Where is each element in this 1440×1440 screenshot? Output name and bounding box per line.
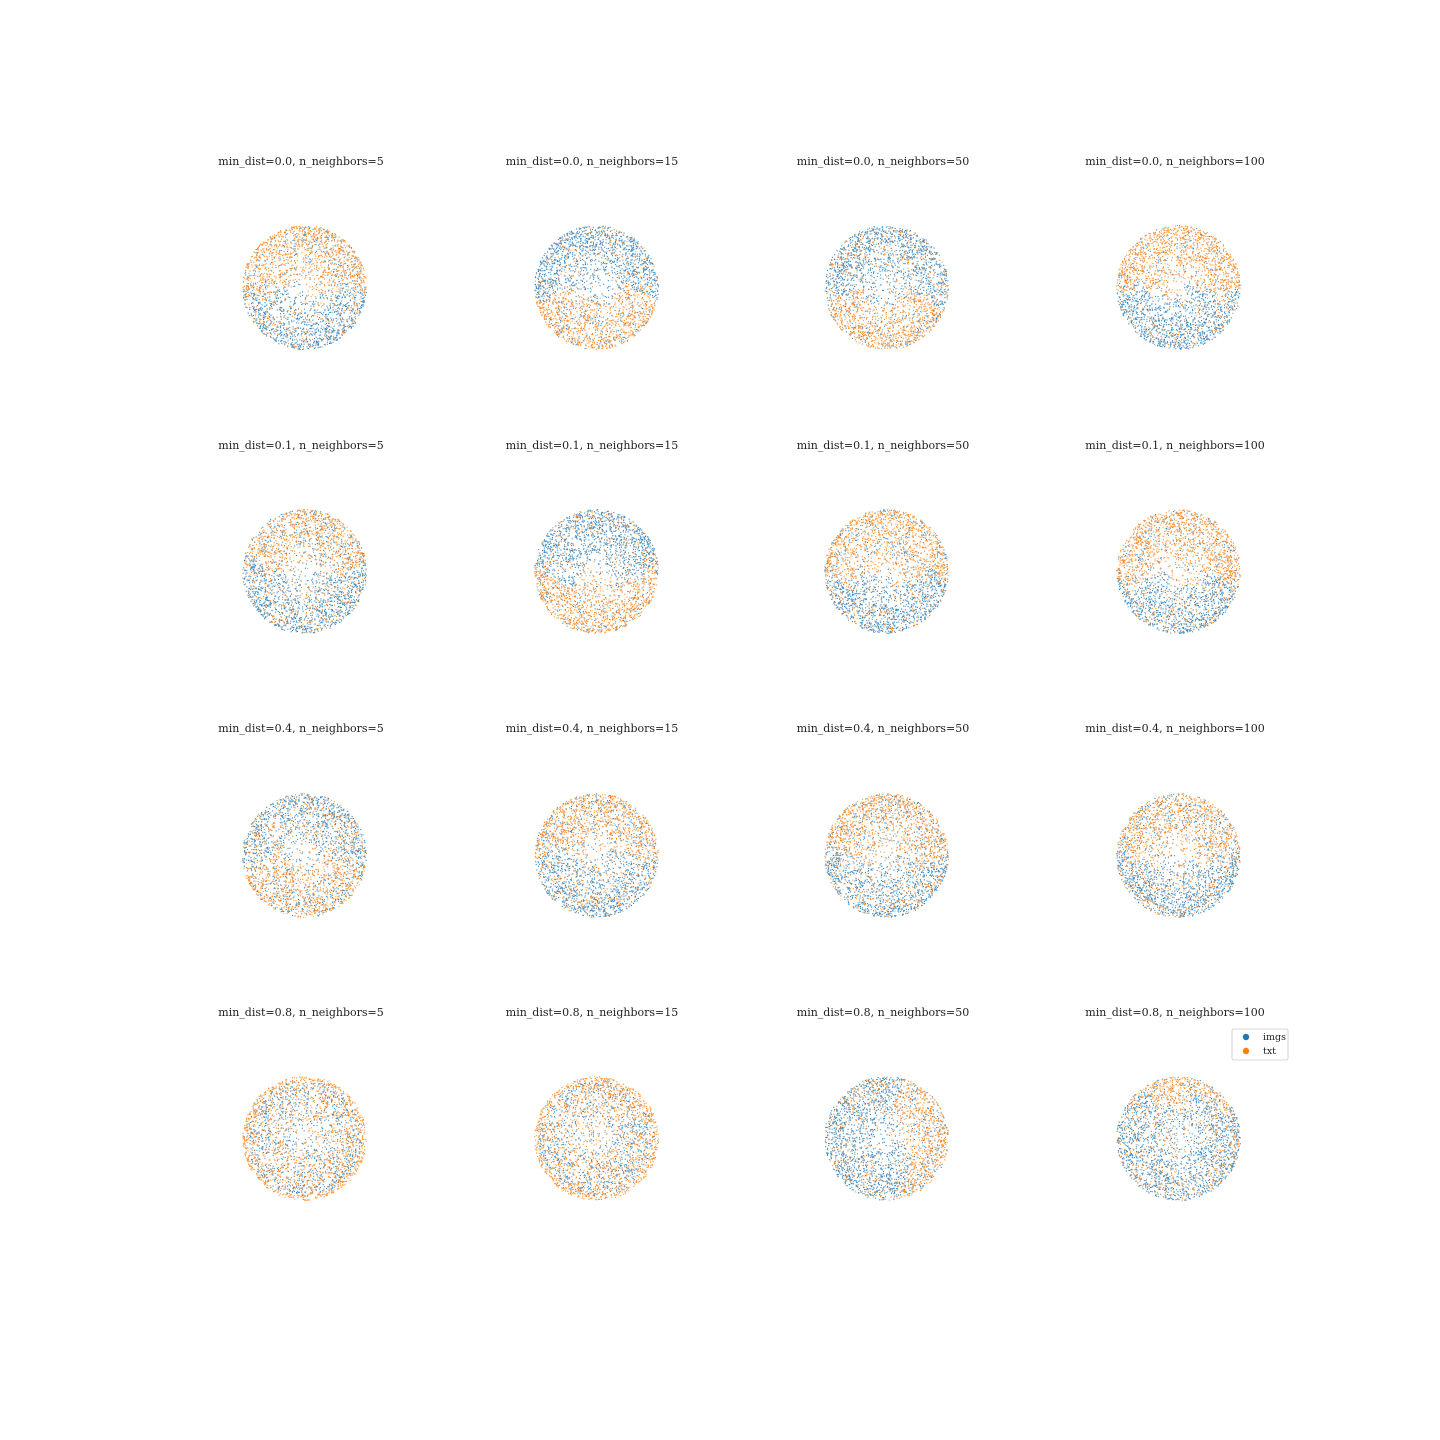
subplot-title: min_dist=0.8, n_neighbors=100 (1085, 1006, 1264, 1019)
scatter-points-txt (824, 1078, 949, 1201)
subplot-13: min_dist=0.8, n_neighbors=5 (218, 1006, 384, 1201)
subplot-15: min_dist=0.8, n_neighbors=50 (797, 1006, 969, 1201)
scatter-points-imgs (1116, 793, 1241, 918)
subplot-title: min_dist=0.4, n_neighbors=50 (797, 722, 969, 735)
scatter-points-txt (824, 509, 949, 634)
subplot-title: min_dist=0.0, n_neighbors=100 (1085, 155, 1264, 168)
scatter-points-txt (1116, 793, 1241, 918)
subplot-4: min_dist=0.0, n_neighbors=100 (1085, 155, 1265, 350)
subplot-6: min_dist=0.1, n_neighbors=15 (506, 439, 678, 634)
subplot-title: min_dist=0.4, n_neighbors=15 (506, 722, 678, 735)
scatter-points-imgs (242, 793, 367, 917)
scatter-points-txt (242, 509, 367, 634)
legend-txt-marker (1242, 1047, 1250, 1055)
subplot-title: min_dist=0.1, n_neighbors=15 (506, 439, 678, 452)
subplot-title: min_dist=0.4, n_neighbors=100 (1085, 722, 1264, 735)
subplot-8: min_dist=0.1, n_neighbors=100 (1085, 439, 1265, 634)
subplot-title: min_dist=0.0, n_neighbors=5 (218, 155, 383, 168)
scatter-points-txt (242, 225, 367, 350)
subplot-12: min_dist=0.4, n_neighbors=100 (1085, 722, 1265, 918)
scatter-points-txt (1116, 1076, 1241, 1201)
subplot-title: min_dist=0.1, n_neighbors=50 (797, 439, 969, 452)
subplot-10: min_dist=0.4, n_neighbors=15 (506, 722, 678, 918)
legend-imgs-marker (1242, 1033, 1250, 1041)
subplot-14: min_dist=0.8, n_neighbors=15 (506, 1006, 678, 1201)
scatter-points-imgs (824, 226, 949, 348)
subplot-title: min_dist=0.8, n_neighbors=15 (506, 1006, 678, 1019)
subplot-title: min_dist=0.8, n_neighbors=5 (218, 1006, 383, 1019)
subplot-title: min_dist=0.1, n_neighbors=5 (218, 439, 383, 452)
subplot-5: min_dist=0.1, n_neighbors=5 (218, 439, 384, 634)
scatter-points-imgs (535, 793, 658, 918)
subplot-1: min_dist=0.0, n_neighbors=5 (218, 155, 384, 351)
subplot-title: min_dist=0.0, n_neighbors=50 (797, 155, 969, 168)
legend: imgs txt (1231, 1028, 1289, 1061)
legend-imgs-label: imgs (1263, 1032, 1286, 1043)
subplot-title: min_dist=0.1, n_neighbors=100 (1085, 439, 1264, 452)
subplot-3: min_dist=0.0, n_neighbors=50 (797, 155, 969, 350)
scatter-points-txt (534, 226, 658, 350)
subplot-11: min_dist=0.4, n_neighbors=50 (797, 722, 969, 918)
scatter-points-imgs (534, 225, 660, 349)
scatter-points-imgs (824, 1076, 949, 1201)
panels: min_dist=0.0, n_neighbors=5 min_dist=0.0,… (218, 155, 1265, 1201)
scatter-points-txt (824, 793, 949, 918)
scatter-points-imgs (1116, 509, 1240, 634)
subplot-2: min_dist=0.0, n_neighbors=15 (506, 155, 678, 350)
subplot-9: min_dist=0.4, n_neighbors=5 (218, 722, 384, 918)
subplot-16: min_dist=0.8, n_neighbors=100 (1085, 1006, 1265, 1201)
legend-txt-label: txt (1263, 1046, 1276, 1057)
subplot-title: min_dist=0.4, n_neighbors=5 (218, 722, 383, 735)
scatter-points-txt (1117, 509, 1241, 633)
scatter-points-imgs (1116, 1076, 1241, 1201)
subplot-title: min_dist=0.8, n_neighbors=50 (797, 1006, 969, 1019)
subplot-7: min_dist=0.1, n_neighbors=50 (797, 439, 969, 634)
scatter-points-txt (534, 1076, 660, 1201)
scatter-points-imgs (824, 509, 948, 634)
scatter-points-imgs (534, 509, 659, 633)
subplot-title: min_dist=0.0, n_neighbors=15 (506, 155, 678, 168)
